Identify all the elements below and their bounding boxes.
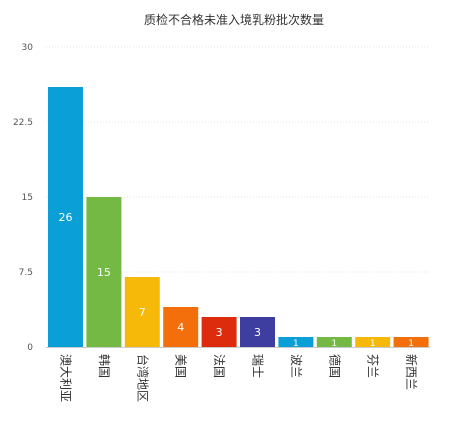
data-label: 4	[177, 321, 184, 334]
bars	[48, 87, 429, 347]
data-label: 1	[370, 339, 376, 349]
bar-9[interactable]	[355, 337, 391, 347]
y-tick-label: 0	[27, 343, 33, 353]
y-tick-label: 22.5	[13, 118, 33, 128]
x-tick-label: 瑞士	[251, 354, 265, 378]
bar-10[interactable]	[393, 337, 429, 347]
x-tick-label: 芬兰	[366, 354, 380, 378]
bar-2[interactable]	[86, 197, 122, 347]
data-label: 3	[216, 326, 223, 339]
x-tick-label: 美国	[174, 354, 188, 378]
y-tick-label: 30	[22, 43, 34, 53]
data-label: 7	[139, 306, 146, 319]
bar-8[interactable]	[316, 337, 352, 347]
bar-6[interactable]	[240, 317, 275, 347]
x-axis: 澳大利亚 韩国 台湾地区 美国 法国 瑞士 波兰 德国 芬兰 新西兰	[59, 354, 420, 402]
data-label: 1	[408, 339, 414, 349]
bar-5[interactable]	[201, 317, 237, 347]
x-tick-label: 澳大利亚	[59, 354, 73, 402]
chart-title: 质检不合格未准入境乳粉批次数量	[143, 13, 324, 27]
data-label: 26	[59, 211, 73, 224]
y-tick-label: 7.5	[19, 268, 33, 278]
data-label: 15	[97, 266, 111, 279]
y-tick-label: 15	[22, 193, 33, 203]
data-labels: 26 15 7 4 3 3 1 1 1 1	[59, 211, 414, 349]
x-tick-label: 波兰	[289, 354, 303, 378]
bar-4[interactable]	[163, 307, 199, 347]
x-tick-label: 台湾地区	[135, 354, 150, 402]
x-tick-label: 韩国	[97, 354, 112, 378]
x-tick-label: 法国	[212, 354, 226, 378]
x-tick-label: 德国	[327, 354, 342, 378]
data-label: 1	[293, 339, 299, 349]
data-label: 3	[254, 326, 261, 339]
bar-7[interactable]	[278, 337, 314, 347]
y-axis: 0 7.5 15 22.5 30	[13, 43, 33, 353]
data-label: 1	[331, 339, 337, 349]
bar-1[interactable]	[48, 87, 83, 347]
bar-3[interactable]	[124, 277, 160, 347]
x-tick-label: 新西兰	[404, 354, 419, 390]
